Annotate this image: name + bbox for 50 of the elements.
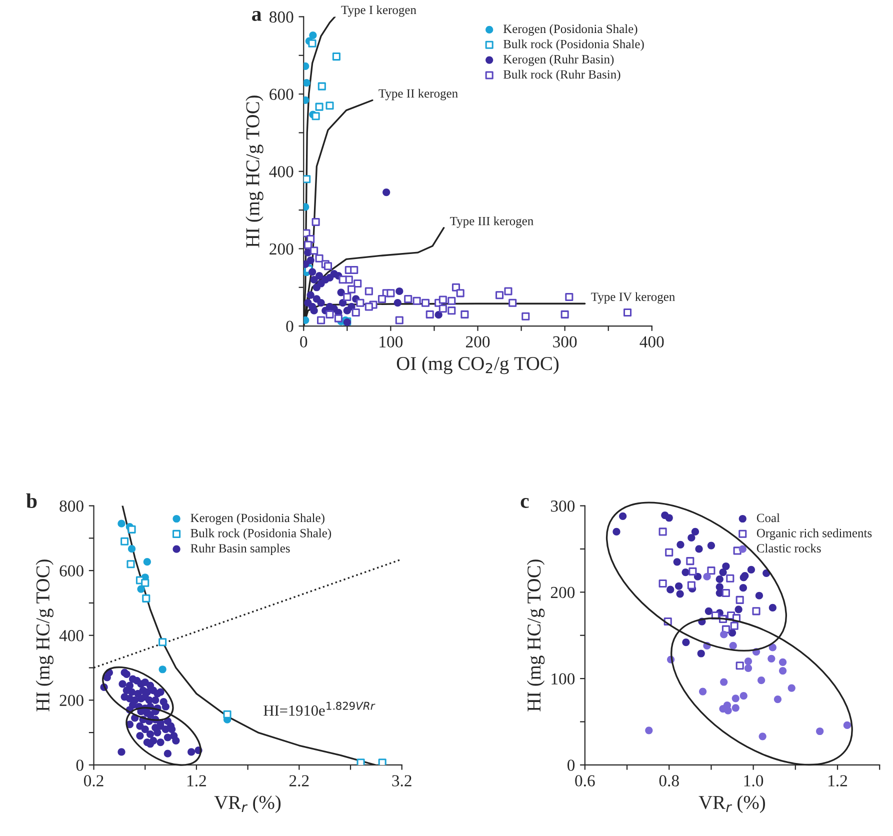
series-label: Type II kerogen <box>378 88 458 100</box>
chart-title: a <box>252 10 262 21</box>
y-tick-label: 0 <box>567 760 575 771</box>
x-tick-label: 200 <box>466 336 490 348</box>
y-tick-label: 600 <box>270 88 294 100</box>
y-tick-label: 600 <box>60 565 84 577</box>
x-tick-label: 0.8 <box>659 775 679 786</box>
y-axis-title: HI (mg HC/g TOC) <box>36 560 54 712</box>
legend-label: Kerogen (Posidonia Shale) <box>190 513 324 525</box>
x-tick-label: 2.2 <box>289 775 309 786</box>
y-tick-label: 0 <box>76 760 84 771</box>
x-axis-title: VR$_{r}$ (%) <box>698 795 766 813</box>
legend-label: Organic rich sediments <box>756 528 872 540</box>
chart-title: c <box>520 498 529 508</box>
x-tick-label: 0 <box>300 336 308 348</box>
y-tick-label: 200 <box>270 243 294 255</box>
x-axis-title: OI (mg CO$_{2}$/g TOC) <box>396 356 559 374</box>
series-label: Type IV kerogen <box>591 292 675 304</box>
y-tick-label: 800 <box>60 500 84 512</box>
y-tick-label: 200 <box>550 586 575 598</box>
x-tick-label: 0.2 <box>84 775 104 786</box>
x-tick-label: 1.0 <box>744 775 764 786</box>
x-tick-label: 400 <box>640 336 664 348</box>
series-label: Type III kerogen <box>450 216 534 228</box>
x-tick-label: 1.2 <box>828 775 848 786</box>
x-tick-label: 100 <box>380 336 403 348</box>
legend-label: Kerogen (Posidonia Shale) <box>503 24 638 36</box>
y-tick-label: 300 <box>550 500 575 512</box>
annotation: HI=1910e$^{1.829VRr}$ <box>264 702 376 716</box>
legend-label: Coal <box>756 513 780 522</box>
legend-label: Clastic rocks <box>756 544 821 553</box>
chart-title: b <box>26 493 37 508</box>
legend-label: Kerogen (Ruhr Basin) <box>503 54 614 66</box>
legend-label: Bulk rock (Posidonia Shale) <box>190 528 332 540</box>
x-tick-label: 1.2 <box>188 775 206 786</box>
y-axis-title: HI (mg HC/g TOC) <box>526 560 545 712</box>
y-tick-label: 400 <box>269 166 294 178</box>
y-tick-label: 0 <box>286 320 294 332</box>
x-tick-label: 3.2 <box>392 775 412 786</box>
legend-label: Bulk rock (Posidonia Shale) <box>503 39 644 51</box>
x-tick-label: 0.6 <box>575 775 595 786</box>
legend-label: Ruhr Basin samples <box>190 544 290 556</box>
y-axis-title: HI (mg HC/g TOC) <box>246 96 264 248</box>
x-axis-title: VR$_{r}$ (%) <box>214 795 281 813</box>
legend-label: Bulk rock (Ruhr Basin) <box>503 70 620 82</box>
y-tick-label: 800 <box>270 11 294 23</box>
y-tick-label: 400 <box>59 630 84 642</box>
series-label: Type I kerogen <box>341 5 416 17</box>
y-tick-label: 200 <box>60 694 84 706</box>
y-tick-label: 100 <box>552 673 575 684</box>
